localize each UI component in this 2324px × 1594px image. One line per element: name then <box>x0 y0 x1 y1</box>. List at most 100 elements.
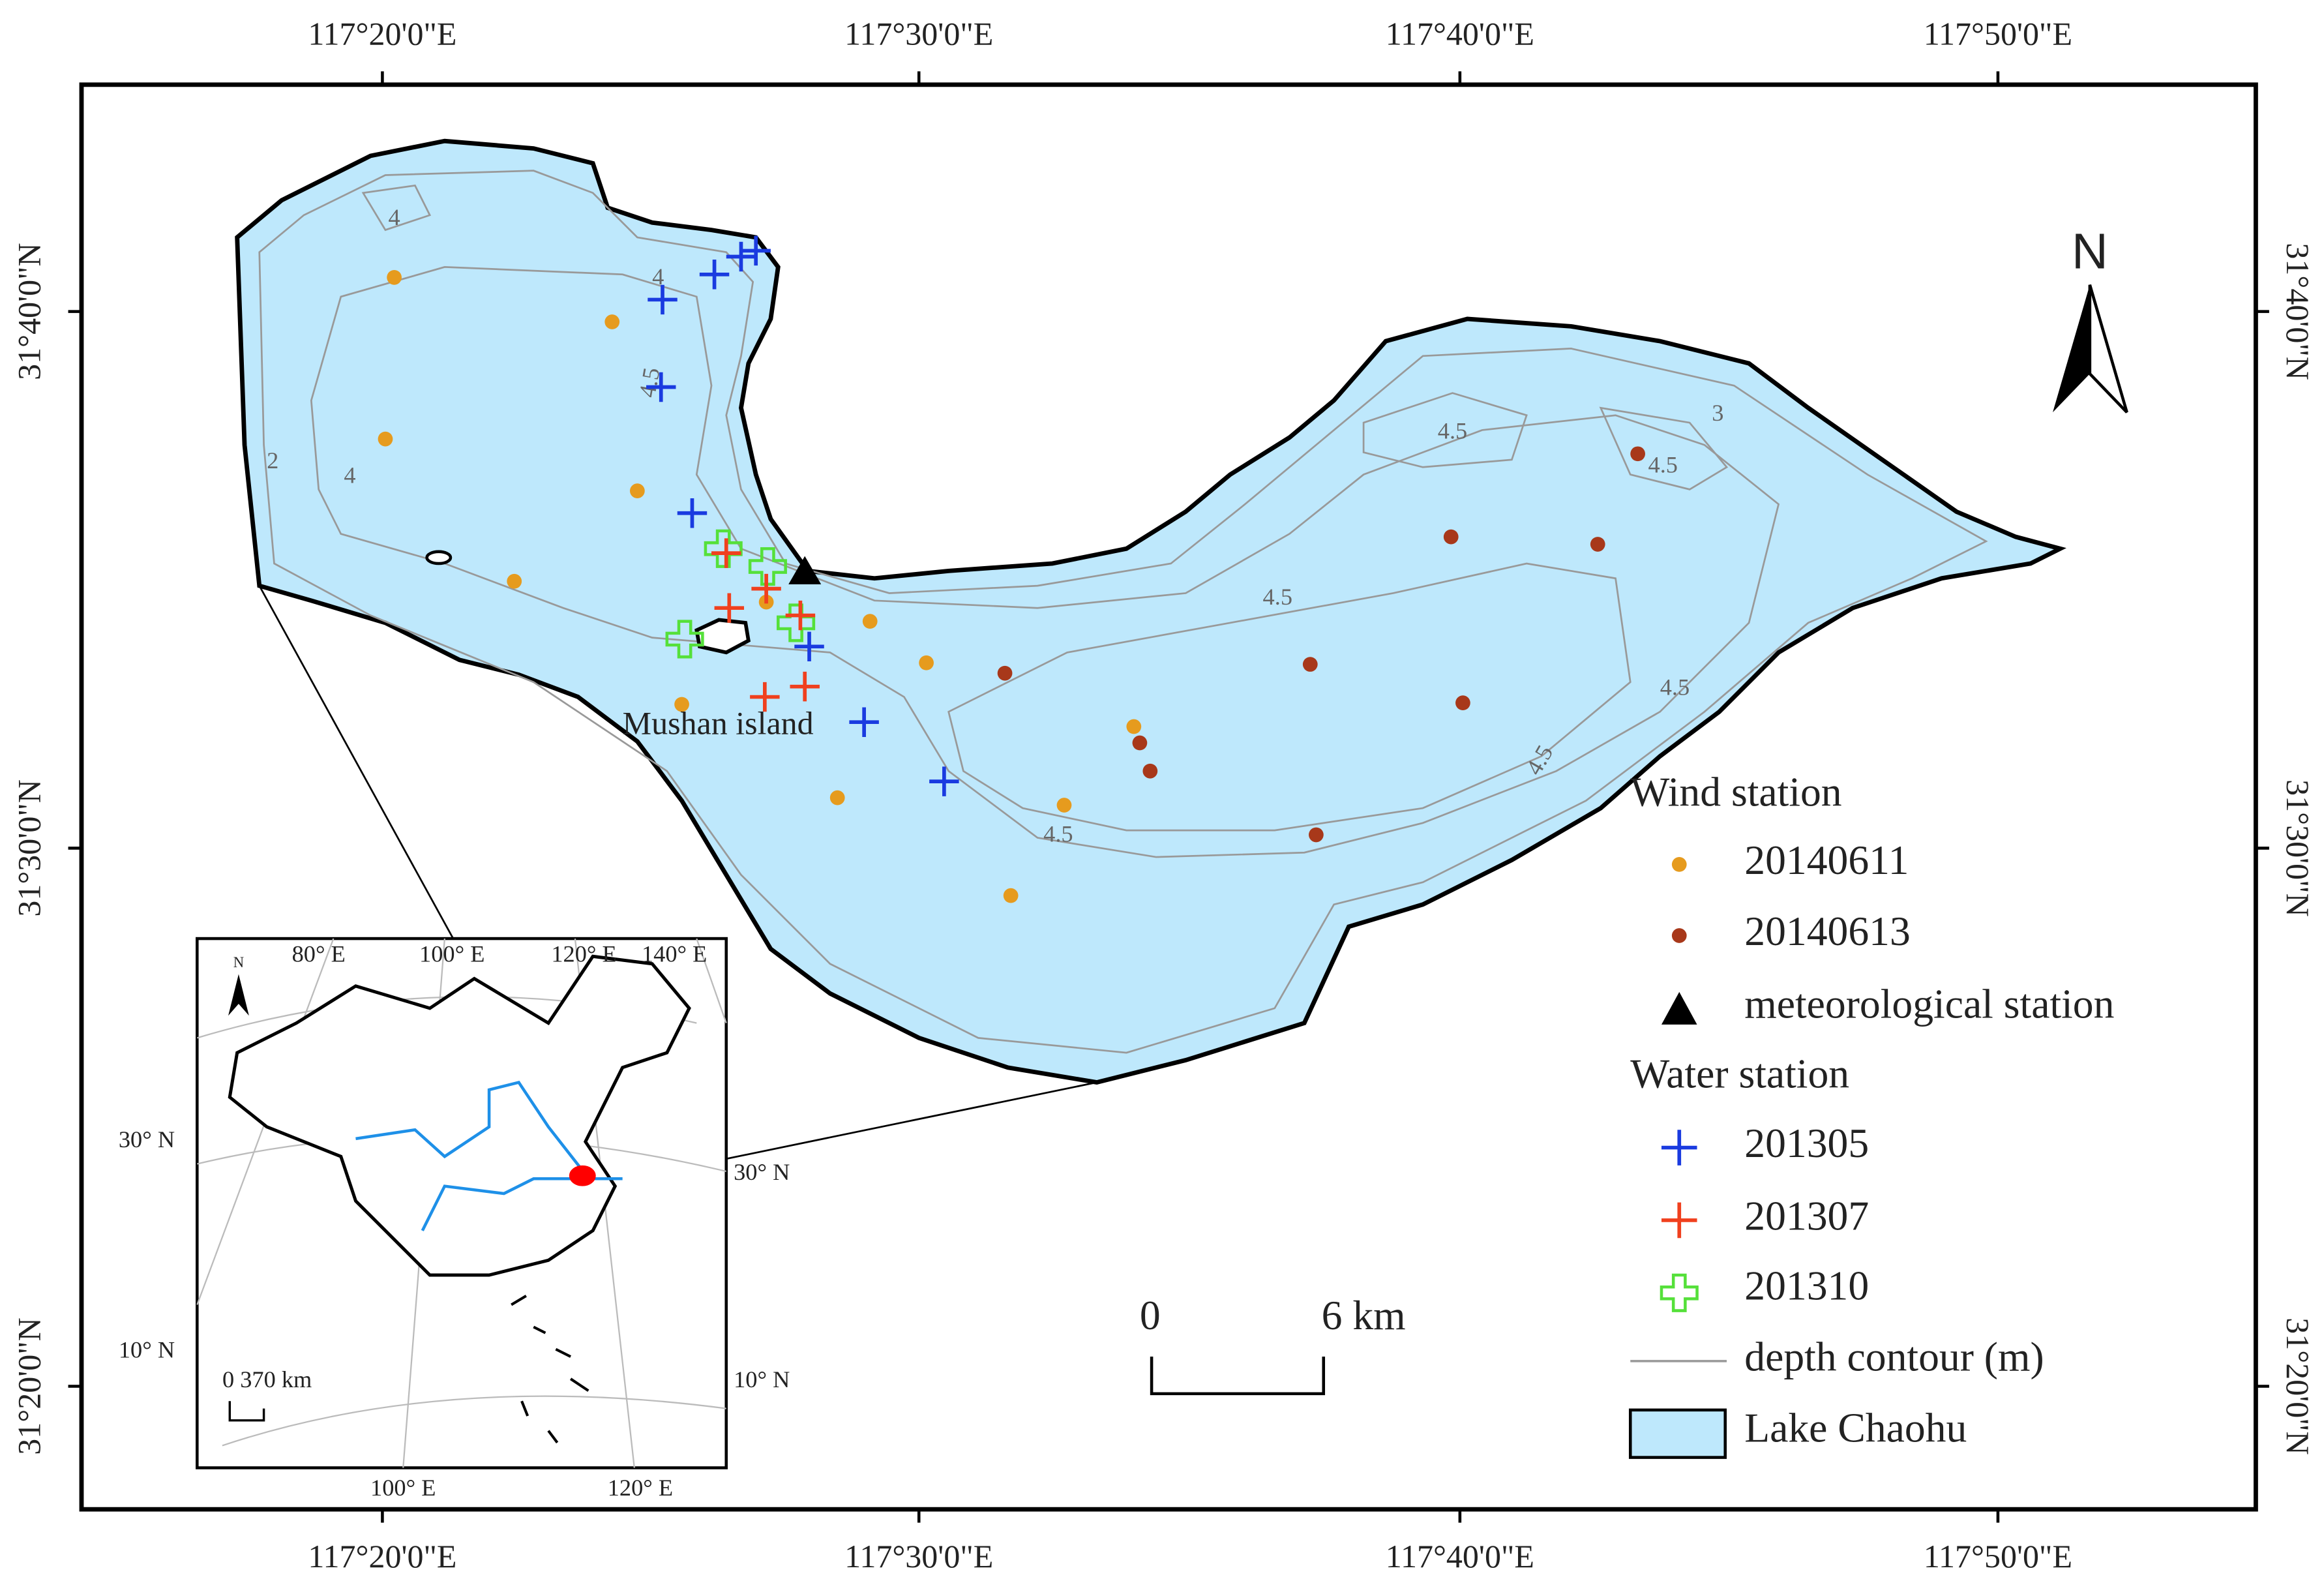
lon-label: 117°50'0"E <box>1924 16 2072 52</box>
lat-label: 31°20'0"N <box>10 1317 47 1455</box>
map-feature <box>711 538 741 568</box>
north-arrow <box>2053 284 2090 413</box>
map-feature <box>1630 446 1645 462</box>
map-feature <box>677 498 708 528</box>
map-feature <box>1126 719 1142 734</box>
map-feature <box>1142 763 1158 779</box>
legend-title: Wind station <box>1630 768 1841 815</box>
legend: Wind station 20140611 20140613 meteorolo… <box>1628 768 2114 1459</box>
legend-symbol <box>1661 991 1697 1025</box>
contour-label: 4.5 <box>1043 821 1073 847</box>
wind-stations-20140611 <box>378 269 1142 903</box>
legend-symbol <box>1661 1130 1697 1165</box>
place-label: Mushan island <box>623 705 814 742</box>
map-frame <box>79 82 2258 1512</box>
inset-label: 30° N <box>734 1159 790 1185</box>
lon-label: 117°30'0"E <box>844 16 993 52</box>
lat-label: 31°40'0"N <box>10 243 47 380</box>
map-feature <box>1302 657 1318 672</box>
map-feature <box>929 766 959 796</box>
map-feature <box>378 431 393 447</box>
legend-item: 20140613 <box>1744 908 1910 954</box>
map-feature <box>646 372 676 402</box>
map-feature <box>794 631 824 662</box>
map-feature <box>748 547 787 586</box>
lake-chaohu <box>235 138 2066 1085</box>
lon-label: 117°50'0"E <box>1924 1538 2072 1574</box>
lat-label: 31°20'0"N <box>2280 1317 2316 1455</box>
lon-label: 117°40'0"E <box>1386 1538 1534 1574</box>
frame-ticks <box>68 71 2269 1523</box>
lat-label: 31°40'0"N <box>2280 243 2316 380</box>
map-feature <box>696 938 727 1024</box>
map-feature <box>1455 695 1470 711</box>
map-feature <box>361 184 432 232</box>
inset-label: 80° E <box>292 941 346 967</box>
map-feature <box>726 241 756 272</box>
lon-label: 117°20'0"E <box>308 16 456 52</box>
map-feature <box>387 269 402 285</box>
lat-label: 31°30'0"N <box>2280 779 2316 917</box>
contour-label: 4.5 <box>1660 674 1690 700</box>
lat-label: 31°30'0"N <box>10 779 47 917</box>
inset-north-arrow <box>228 974 249 1016</box>
legend-item: 201310 <box>1744 1262 1869 1308</box>
water-stations-201307 <box>711 538 820 712</box>
map-feature <box>741 235 771 266</box>
map-feature <box>674 697 689 712</box>
lon-label: 117°20'0"E <box>308 1538 456 1574</box>
legend-item: 201307 <box>1744 1193 1869 1239</box>
map-feature <box>1003 888 1019 903</box>
legend-title: Water station <box>1630 1050 1849 1096</box>
contour-label: 4.5 <box>1438 417 1467 444</box>
lat-labels-left: 31°40'0"N 31°30'0"N 31°20'0"N <box>10 243 47 1454</box>
legend-item: 201305 <box>1744 1120 1869 1166</box>
map-feature <box>997 665 1013 681</box>
inset-label: 140° E <box>642 941 707 967</box>
meteorological-station <box>788 556 822 584</box>
depth-contours <box>258 170 1988 1054</box>
legend-symbol <box>1628 1408 1727 1459</box>
map-feature <box>862 614 878 629</box>
map-feature <box>1599 406 1729 490</box>
inset-label: 30° N <box>119 1126 175 1152</box>
north-label: N <box>2072 224 2108 280</box>
map-feature <box>1056 798 1072 813</box>
inset-label: 100° E <box>419 941 484 967</box>
inset-scale-label: 0 370 km <box>222 1366 312 1392</box>
scale-start: 0 <box>1140 1292 1161 1338</box>
legend-item: meteorological station <box>1744 981 2114 1027</box>
map-feature <box>507 573 522 589</box>
water-stations-201305 <box>646 235 959 796</box>
map-feature <box>714 593 745 623</box>
map-feature <box>919 655 934 670</box>
map-feature <box>947 562 1631 832</box>
legend-symbol <box>1661 1202 1697 1239</box>
north-arrow <box>2088 284 2128 414</box>
inset-label: 10° N <box>734 1366 790 1392</box>
lon-label: 117°30'0"E <box>844 1538 993 1574</box>
lon-label: 117°40'0"E <box>1386 16 1534 52</box>
map-feature <box>1590 537 1605 552</box>
contour-label: 4 <box>652 263 664 290</box>
inset-label: 120° E <box>608 1475 673 1501</box>
legend-item: Lake Chaohu <box>1744 1405 1967 1451</box>
inset-label: 100° E <box>370 1475 436 1501</box>
legend-symbol <box>1671 928 1687 943</box>
contour-label: 4 <box>389 204 400 230</box>
map-feature <box>630 483 645 498</box>
islet <box>425 550 453 565</box>
wind-stations-20140613 <box>997 446 1645 843</box>
inset-north-label: N <box>233 954 244 970</box>
map-feature <box>790 671 820 702</box>
contour-label: 4.5 <box>1263 584 1292 610</box>
map-feature <box>785 600 816 631</box>
map-feature <box>310 266 1780 858</box>
map-feature <box>222 1395 726 1447</box>
lon-labels-bottom: 117°20'0"E 117°30'0"E 117°40'0"E 117°50'… <box>308 1538 2072 1574</box>
inset-label: 10° N <box>119 1337 175 1363</box>
map-feature <box>704 529 743 568</box>
legend-item: 20140611 <box>1744 837 1909 883</box>
legend-symbol <box>1660 1273 1699 1312</box>
islands <box>511 1295 589 1444</box>
